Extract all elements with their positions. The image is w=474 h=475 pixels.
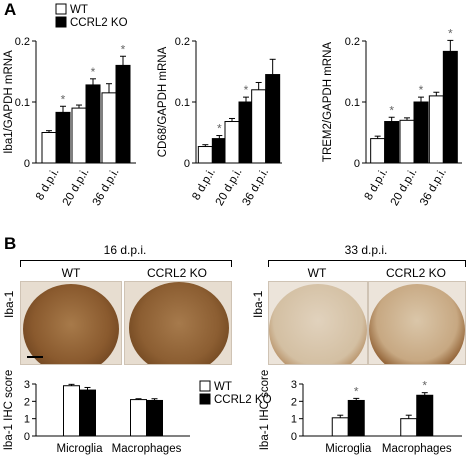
y-tick-label: 2 (291, 396, 297, 408)
bar-ko (211, 138, 227, 164)
y-axis-label: TREM2/GAPDH mRNA (322, 42, 334, 162)
bar-ko (442, 50, 458, 164)
x-tick-label: 8 d.p.i. (363, 167, 391, 203)
x-tick-label: 36 d.p.i. (91, 167, 122, 208)
tissue-section (23, 284, 119, 364)
bar-ko (347, 399, 365, 437)
micrograph-33-wt (268, 281, 368, 365)
legend-swatch-wt (55, 3, 67, 15)
timepoint-16-label: 16 d.p.i. (103, 243, 147, 257)
significance-marker: * (389, 103, 394, 117)
bar-wt (370, 138, 386, 164)
y-axis-label: CD68/GAPDH mRNA (157, 46, 169, 157)
legend-swatch-ko (55, 16, 67, 28)
bar-wt (428, 95, 444, 164)
x-tick-label: Microglia (56, 443, 103, 455)
tissue-section (129, 282, 229, 364)
y-tick-label: 0.2 (345, 36, 360, 48)
bar-ko (146, 399, 163, 437)
bar-wt (224, 121, 240, 164)
bar-ko (79, 389, 96, 437)
y-tick-label: 3 (291, 379, 297, 391)
tissue-section (269, 284, 367, 364)
x-tick-label: Macrophages (382, 443, 452, 455)
sample-label-33-ko: CCRL2 KO (385, 266, 447, 280)
y-tick-label: 0.2 (15, 36, 30, 48)
micrograph-33-ko (368, 281, 466, 365)
significance-marker: * (354, 384, 359, 398)
significance-marker: * (448, 26, 453, 40)
x-tick-label: 36 d.p.i. (240, 167, 271, 208)
tissue-section (369, 284, 465, 364)
y-axis-label: Iba-1 IHC score (3, 370, 15, 451)
bar-wt (41, 132, 57, 164)
micrograph-16-wt (20, 281, 122, 365)
bar-ko (384, 121, 400, 164)
bar-wt (71, 107, 87, 164)
x-tick-label: 8 d.p.i. (190, 167, 218, 203)
y-tick-label: 0 (24, 158, 30, 170)
x-tick-label: Microglia (325, 443, 372, 455)
y-tick-label: 0 (354, 158, 360, 170)
bar-ko (413, 101, 429, 164)
significance-marker: * (61, 92, 66, 106)
bar-wt (399, 119, 415, 164)
significance-marker: * (419, 83, 424, 97)
bar-wt (130, 399, 147, 437)
x-tick-label: 20 d.p.i. (61, 167, 92, 208)
micrograph-16-ko (124, 281, 232, 365)
panel-a-letter: A (4, 0, 17, 19)
bar-wt (197, 146, 213, 164)
y-tick-label: 0.1 (175, 97, 190, 109)
y-tick-label: 0 (184, 158, 190, 170)
sample-label-33-wt: WT (307, 266, 327, 280)
timepoint-33-bracket (268, 260, 466, 267)
legend-label: WT (214, 381, 232, 393)
y-tick-label: 1 (291, 414, 297, 426)
y-tick-label: 0 (291, 431, 297, 443)
y-tick-label: 0.1 (15, 97, 30, 109)
legend-label: CCRL2 KO (214, 394, 272, 406)
y-axis-label: Iba-1 IHC score (259, 370, 271, 451)
bar-ko (85, 84, 101, 164)
y-tick-label: 0.1 (345, 97, 360, 109)
significance-marker: * (121, 42, 126, 56)
bar-wt (331, 417, 349, 437)
timepoint-33-label: 33 d.p.i. (344, 243, 388, 257)
significance-marker: * (422, 379, 427, 393)
legend-label: WT (70, 4, 88, 16)
legend-label: CCRL2 KO (70, 17, 128, 29)
y-tick-label: 3 (24, 379, 30, 391)
bar-wt (400, 418, 418, 437)
y-tick-label: 0 (24, 431, 30, 443)
x-tick-label: 8 d.p.i. (34, 167, 62, 203)
legend-swatch-ko (199, 393, 211, 405)
legend-swatch-wt (199, 380, 211, 392)
x-tick-label: 20 d.p.i. (389, 167, 420, 208)
significance-marker: * (91, 65, 96, 79)
y-tick-label: 1 (24, 414, 30, 426)
x-tick-label: 36 d.p.i. (418, 167, 449, 208)
bar-wt (101, 92, 117, 164)
bar-ko (416, 394, 434, 437)
bar-ko (265, 74, 281, 164)
y-tick-label: 0.2 (175, 36, 190, 48)
bar-wt (63, 385, 80, 437)
y-tick-label: 2 (24, 396, 30, 408)
panel-b-letter: B (4, 234, 17, 253)
bar-ko (238, 101, 254, 164)
bar-wt (251, 89, 267, 164)
scale-bar (27, 356, 43, 358)
significance-marker: * (217, 122, 222, 136)
timepoint-16-bracket (20, 260, 232, 267)
y-axis-label: Iba1/GAPDH mRNA (3, 50, 15, 154)
sample-label-16-ko: CCRL2 KO (146, 266, 208, 280)
bar-ko (55, 111, 71, 164)
x-tick-label: Macrophages (112, 443, 182, 455)
sample-label-16-wt: WT (61, 266, 81, 280)
bar-ko (115, 64, 131, 164)
significance-marker: * (244, 83, 249, 97)
